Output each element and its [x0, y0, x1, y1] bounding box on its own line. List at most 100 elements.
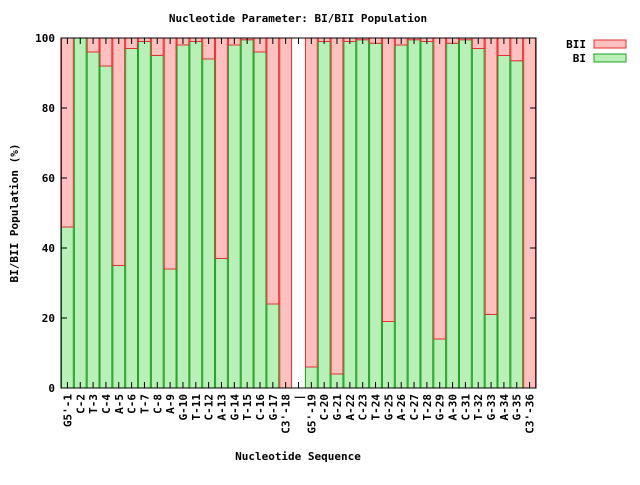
- bar-bi-A-9: [163, 268, 177, 389]
- x-tick-label: T-15: [241, 394, 254, 421]
- bar-bii-C3'-36: [523, 37, 536, 389]
- x-tick-label: T-32: [472, 394, 485, 421]
- x-tick-label: T-7: [138, 394, 151, 414]
- x-separator-label: |: [293, 394, 306, 401]
- bar-bii-G-25: [381, 37, 395, 322]
- plot-frame: [60, 37, 537, 389]
- bar-bi-C-31: [458, 39, 472, 389]
- x-tick-label: A-34: [498, 394, 511, 421]
- bar-bi-C-2: [73, 37, 87, 389]
- bars-layer: [61, 37, 536, 389]
- x-tick-label: T-11: [190, 394, 203, 421]
- x-tick-label: C-23: [357, 394, 370, 421]
- x-tick-label: A-5: [113, 394, 126, 414]
- bar-bii-G5'-19: [304, 37, 318, 368]
- x-tick-label: A-26: [395, 394, 408, 421]
- bar-bi-C-8: [150, 55, 164, 389]
- x-tick-label: G-35: [511, 394, 524, 421]
- bar-bi-A-30: [446, 42, 459, 389]
- bar-bi-A-22: [343, 41, 357, 389]
- x-tick-label: A-22: [344, 394, 357, 421]
- x-tick-label: T-28: [421, 394, 434, 421]
- x-tick-label: C3'-18: [280, 394, 293, 434]
- bar-bi-C-23: [356, 39, 370, 389]
- bar-bi-C-4: [99, 65, 113, 389]
- x-tick-label: A-30: [447, 394, 460, 421]
- bar-bi-A-5: [112, 265, 126, 389]
- y-tick-label: 20: [42, 312, 55, 325]
- x-tick-label: G5'-1: [61, 394, 74, 427]
- x-tick-label: A-9: [164, 394, 177, 414]
- bar-bi-T-24: [369, 42, 382, 389]
- bar-bi-G5'-1: [61, 226, 74, 389]
- bar-bii-G-29: [433, 37, 447, 340]
- bar-bi-C-12: [202, 58, 216, 389]
- bar-bi-C-6: [125, 48, 139, 389]
- bar-bi-T-15: [240, 39, 254, 389]
- x-tick-label: G-33: [485, 394, 498, 421]
- x-tick-label: G-21: [331, 394, 344, 421]
- y-tick-label: 80: [42, 102, 55, 115]
- x-tick-label: C-2: [74, 394, 87, 414]
- bar-bi-G-29: [433, 338, 447, 389]
- bar-bi-T-11: [189, 41, 203, 389]
- bar-bii-G-17: [266, 37, 280, 305]
- legend-swatch-bi: [593, 53, 627, 63]
- bar-bii-G-33: [484, 37, 498, 315]
- bar-bi-T-32: [471, 48, 485, 389]
- bar-bi-G-25: [381, 321, 395, 389]
- legend-label-bi: BI: [573, 52, 586, 65]
- bar-bi-T-28: [420, 41, 434, 389]
- legend-label-bii: BII: [566, 38, 586, 51]
- x-tick-label: G-14: [228, 394, 241, 421]
- x-tick-label: G-29: [434, 394, 447, 421]
- legend-swatch-bii: [593, 39, 627, 49]
- x-tick-label: C-12: [203, 394, 216, 421]
- bar-bii-A-9: [163, 37, 177, 270]
- bar-bii-G5'-1: [61, 37, 74, 228]
- bar-bi-T-3: [86, 51, 100, 389]
- x-tick-label: A-13: [215, 394, 228, 421]
- x-tick-label: T-3: [87, 394, 100, 414]
- x-tick-label: C3'-36: [524, 394, 537, 434]
- y-tick-label: 40: [42, 242, 55, 255]
- x-tick-label: G5'-19: [305, 394, 318, 434]
- bar-bii-G-21: [330, 37, 344, 375]
- x-tick-label: G-10: [177, 394, 190, 421]
- x-tick-label: C-8: [151, 394, 164, 414]
- y-tick-label: 100: [35, 32, 55, 45]
- bar-bi-A-13: [215, 258, 228, 389]
- x-axis: G5'-1 C-2 T-3 C-4 A-5 C-6 T-7 C-8 A-9 G-10 T-11 C-1…: [61, 38, 537, 434]
- bar-bi-A-34: [497, 55, 511, 389]
- bar-bi-G-10: [176, 44, 190, 389]
- bar-bi-G-35: [510, 60, 524, 389]
- bar-bi-G-14: [227, 44, 241, 389]
- bar-bi-C-27: [407, 39, 421, 389]
- x-axis-label: Nucleotide Sequence: [235, 450, 361, 463]
- x-tick-label: G-25: [382, 394, 395, 421]
- x-tick-label: C-31: [459, 394, 472, 421]
- bar-bi-A-26: [394, 44, 408, 389]
- bar-bi-G-17: [266, 303, 280, 389]
- bar-bi-T-7: [138, 41, 151, 389]
- x-tick-label: T-24: [370, 394, 383, 421]
- bar-bi-C-16: [253, 51, 267, 389]
- bar-bi-G-33: [484, 314, 498, 389]
- bar-bii-A-13: [215, 37, 228, 259]
- bar-bi-C-20: [317, 41, 331, 389]
- bar-bii-C3'-18: [279, 37, 293, 389]
- x-tick-label: C-6: [126, 394, 139, 414]
- chart-title: Nucleotide Parameter: BI/BII Population: [169, 12, 427, 25]
- y-tick-label: 0: [48, 382, 55, 395]
- x-tick-label: C-16: [254, 394, 267, 421]
- x-tick-label: G-17: [267, 394, 280, 421]
- bar-bii-A-5: [112, 37, 126, 266]
- x-tick-label: C-4: [100, 394, 113, 414]
- x-tick-label: C-20: [318, 394, 331, 421]
- x-tick-label: C-27: [408, 394, 421, 421]
- y-tick-label: 60: [42, 172, 55, 185]
- y-axis-label: BI/BII Population (%): [8, 143, 21, 282]
